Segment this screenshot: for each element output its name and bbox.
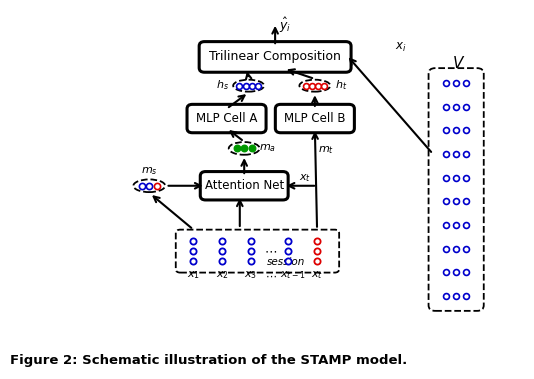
Point [442, 246, 451, 252]
Point [218, 238, 226, 244]
Point [461, 127, 470, 133]
FancyBboxPatch shape [187, 104, 266, 133]
Point [240, 146, 248, 152]
Point [452, 175, 460, 181]
Point [452, 269, 460, 275]
Text: $h_t$: $h_t$ [335, 78, 347, 92]
Text: $x_3$: $x_3$ [244, 269, 257, 281]
Point [452, 151, 460, 157]
Point [461, 198, 470, 204]
Point [452, 246, 460, 252]
Text: $m_a$: $m_a$ [258, 142, 276, 153]
Ellipse shape [300, 80, 331, 92]
Text: $x_{t-1}$: $x_{t-1}$ [280, 269, 305, 281]
FancyBboxPatch shape [199, 42, 351, 72]
Point [284, 248, 293, 254]
Point [452, 80, 460, 86]
Point [452, 127, 460, 133]
FancyBboxPatch shape [176, 230, 339, 273]
Point [218, 248, 226, 254]
Text: $x_t$: $x_t$ [299, 172, 311, 184]
Point [320, 83, 328, 89]
Point [301, 83, 310, 89]
Point [284, 238, 293, 244]
Point [247, 146, 256, 152]
Point [461, 293, 470, 299]
Text: $x_i$: $x_i$ [395, 41, 407, 54]
Point [461, 104, 470, 110]
Text: $x_t$: $x_t$ [311, 269, 323, 281]
Point [232, 146, 241, 152]
Text: $h_s$: $h_s$ [216, 78, 229, 92]
Point [247, 83, 256, 89]
Point [241, 83, 250, 89]
Text: $\hat{y}_i$: $\hat{y}_i$ [279, 16, 291, 35]
Point [442, 175, 451, 181]
Point [313, 83, 322, 89]
Point [461, 222, 470, 228]
Point [235, 83, 244, 89]
Point [452, 222, 460, 228]
FancyBboxPatch shape [276, 104, 355, 133]
Text: Figure 2: Schematic illustration of the STAMP model.: Figure 2: Schematic illustration of the … [10, 354, 407, 367]
Point [189, 248, 198, 254]
Point [461, 80, 470, 86]
Point [284, 258, 293, 264]
Text: MLP Cell A: MLP Cell A [196, 112, 257, 125]
Point [461, 269, 470, 275]
Point [461, 175, 470, 181]
Point [442, 80, 451, 86]
Point [247, 238, 255, 244]
Point [137, 183, 146, 189]
Point [452, 104, 460, 110]
Point [308, 83, 316, 89]
Ellipse shape [134, 179, 165, 192]
Point [153, 183, 161, 189]
Point [442, 151, 451, 157]
Point [442, 293, 451, 299]
Point [452, 198, 460, 204]
FancyBboxPatch shape [429, 68, 484, 311]
Ellipse shape [233, 80, 264, 92]
Text: $V$: $V$ [452, 55, 465, 71]
Point [442, 198, 451, 204]
Point [145, 183, 154, 189]
Text: Trilinear Composition: Trilinear Composition [209, 50, 341, 63]
Text: session: session [267, 257, 305, 267]
Ellipse shape [229, 142, 260, 155]
Point [452, 293, 460, 299]
Point [218, 258, 226, 264]
Text: $x_2$: $x_2$ [216, 269, 229, 281]
Point [442, 222, 451, 228]
Point [313, 238, 321, 244]
Point [461, 246, 470, 252]
FancyBboxPatch shape [200, 172, 288, 200]
Text: $x_1$: $x_1$ [187, 269, 200, 281]
Point [442, 104, 451, 110]
Text: $m_s$: $m_s$ [142, 166, 158, 177]
Point [247, 248, 255, 254]
Point [313, 258, 321, 264]
Text: $\cdots$: $\cdots$ [265, 270, 277, 280]
Point [442, 127, 451, 133]
Text: $\cdots$: $\cdots$ [264, 244, 277, 257]
Text: $m_t$: $m_t$ [318, 144, 334, 156]
Text: MLP Cell B: MLP Cell B [284, 112, 345, 125]
Point [313, 248, 321, 254]
Point [461, 151, 470, 157]
Point [189, 238, 198, 244]
Point [247, 258, 255, 264]
Text: Attention Net: Attention Net [205, 179, 284, 192]
Point [254, 83, 262, 89]
Point [442, 269, 451, 275]
Point [189, 258, 198, 264]
